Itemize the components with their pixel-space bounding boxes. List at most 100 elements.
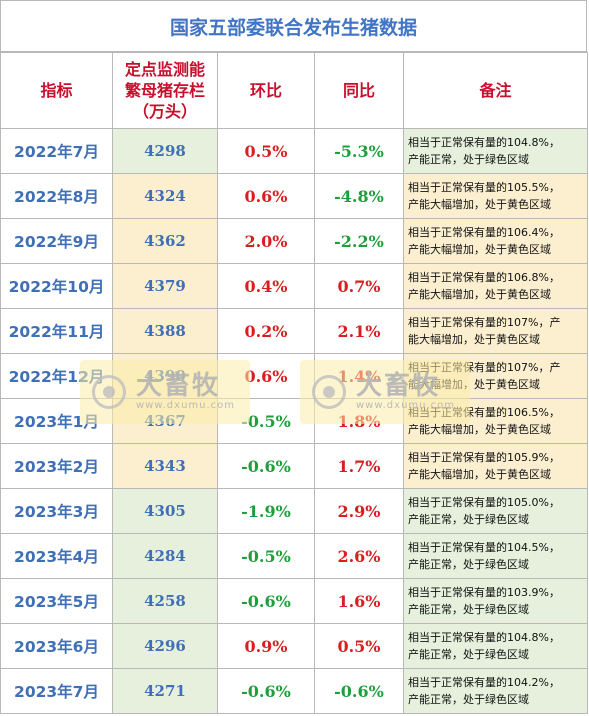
yoy-cell: 0.5% [314, 623, 404, 669]
sow-stock-cell: 4343 [112, 443, 218, 489]
month-cell: 2022年12月 [0, 353, 113, 399]
note-line: 产能大幅增加，处于黄色区域 [408, 288, 551, 301]
note-line: 产能大幅增加，处于黄色区域 [408, 468, 551, 481]
note-cell: 相当于正常保有量的104.8%， 产能正常，处于绿色区域 [403, 623, 588, 669]
mom-cell: 0.6% [217, 173, 315, 219]
sow-stock-cell: 4284 [112, 533, 218, 579]
header-indicator: 指标 [0, 52, 113, 129]
note-line: 相当于正常保有量的105.9%， [408, 451, 560, 464]
yoy-cell: -4.8% [314, 173, 404, 219]
sow-stock-cell: 4258 [112, 578, 218, 624]
yoy-cell: -2.2% [314, 218, 404, 264]
table-row: 2023年2月 4343 -0.6% 1.7% 相当于正常保有量的105.9%， 产能大幅… [0, 443, 588, 489]
mom-cell: 0.9% [217, 623, 315, 669]
note-line: 产能大幅增加，处于黄色区域 [408, 198, 551, 211]
table-row: 2023年5月 4258 -0.6% 1.6% 相当于正常保有量的103.9%， 产能正常… [0, 578, 588, 624]
header-sow-stock-line-3: （万头） [132, 102, 197, 121]
yoy-cell: -0.6% [314, 668, 404, 714]
note-line: 相当于正常保有量的106.5%， [408, 406, 560, 419]
note-cell: 相当于正常保有量的104.8%， 产能正常，处于绿色区域 [403, 128, 588, 174]
note-line: 相当于正常保有量的105.0%， [408, 496, 560, 509]
header-row: 指标 定点监测能 繁母猪存栏 （万头） 环比 同比 备注 [0, 52, 588, 129]
note-cell: 相当于正常保有量的106.5%， 产能大幅增加，处于黄色区域 [403, 398, 588, 444]
table-row: 2022年9月 4362 2.0% -2.2% 相当于正常保有量的106.4%， 产能大幅… [0, 218, 588, 264]
yoy-cell: -5.3% [314, 128, 404, 174]
header-mom: 环比 [217, 52, 315, 129]
sow-stock-cell: 4379 [112, 263, 218, 309]
table-row: 2023年3月 4305 -1.9% 2.9% 相当于正常保有量的105.0%， 产能正常… [0, 488, 588, 534]
sow-stock-cell: 4296 [112, 623, 218, 669]
table-row: 2022年12月 4390 0.6% 1.4% 相当于正常保有量的107%，产 能大幅增加… [0, 353, 588, 399]
note-line: 相当于正常保有量的107%，产 [408, 361, 561, 374]
month-cell: 2023年5月 [0, 578, 113, 624]
note-line: 产能大幅增加，处于黄色区域 [408, 243, 551, 256]
header-yoy: 同比 [314, 52, 404, 129]
note-line: 产能正常，处于绿色区域 [408, 603, 529, 616]
note-line: 产能大幅增加，处于黄色区域 [408, 423, 551, 436]
mom-cell: 0.4% [217, 263, 315, 309]
sow-stock-cell: 4298 [112, 128, 218, 174]
header-note: 备注 [403, 52, 588, 129]
note-cell: 相当于正常保有量的105.5%， 产能大幅增加，处于黄色区域 [403, 173, 588, 219]
hog-data-table: 指标 定点监测能 繁母猪存栏 （万头） 环比 同比 备注 2022年7月 4298… [0, 52, 588, 714]
table-row: 2023年7月 4271 -0.6% -0.6% 相当于正常保有量的104.2%， 产能正… [0, 668, 588, 714]
note-line: 相当于正常保有量的107%，产 [408, 316, 561, 329]
month-cell: 2023年1月 [0, 398, 113, 444]
note-cell: 相当于正常保有量的105.9%， 产能大幅增加，处于黄色区域 [403, 443, 588, 489]
note-line: 相当于正常保有量的104.8%， [408, 136, 560, 149]
note-line: 相当于正常保有量的104.2%， [408, 676, 560, 689]
note-line: 能大幅增加，处于黄色区域 [408, 378, 540, 391]
table-row: 2022年7月 4298 0.5% -5.3% 相当于正常保有量的104.8%， 产能正常… [0, 128, 588, 174]
sow-stock-cell: 4362 [112, 218, 218, 264]
yoy-cell: 0.7% [314, 263, 404, 309]
note-line: 产能正常，处于绿色区域 [408, 648, 529, 661]
note-cell: 相当于正常保有量的106.8%， 产能大幅增加，处于黄色区域 [403, 263, 588, 309]
note-cell: 相当于正常保有量的103.9%， 产能正常，处于绿色区域 [403, 578, 588, 624]
header-sow-stock: 定点监测能 繁母猪存栏 （万头） [112, 52, 218, 129]
note-cell: 相当于正常保有量的105.0%， 产能正常，处于绿色区域 [403, 488, 588, 534]
note-cell: 相当于正常保有量的106.4%， 产能大幅增加，处于黄色区域 [403, 218, 588, 264]
yoy-cell: 1.4% [314, 353, 404, 399]
month-cell: 2022年7月 [0, 128, 113, 174]
sow-stock-cell: 4271 [112, 668, 218, 714]
note-line: 相当于正常保有量的106.8%， [408, 271, 560, 284]
mom-cell: 0.6% [217, 353, 315, 399]
note-line: 相当于正常保有量的104.5%， [408, 541, 560, 554]
mom-cell: -0.6% [217, 578, 315, 624]
note-cell: 相当于正常保有量的104.5%， 产能正常，处于绿色区域 [403, 533, 588, 579]
month-cell: 2023年6月 [0, 623, 113, 669]
month-cell: 2023年4月 [0, 533, 113, 579]
month-cell: 2023年7月 [0, 668, 113, 714]
month-cell: 2022年11月 [0, 308, 113, 354]
sow-stock-cell: 4388 [112, 308, 218, 354]
header-sow-stock-line-2: 繁母猪存栏 [124, 81, 205, 100]
mom-cell: -0.6% [217, 443, 315, 489]
yoy-cell: 1.7% [314, 443, 404, 489]
yoy-cell: 2.6% [314, 533, 404, 579]
mom-cell: 2.0% [217, 218, 315, 264]
mom-cell: 0.2% [217, 308, 315, 354]
sow-stock-cell: 4324 [112, 173, 218, 219]
sow-stock-cell: 4390 [112, 353, 218, 399]
month-cell: 2023年2月 [0, 443, 113, 489]
month-cell: 2023年3月 [0, 488, 113, 534]
month-cell: 2022年8月 [0, 173, 113, 219]
note-line: 相当于正常保有量的103.9%， [408, 586, 560, 599]
note-cell: 相当于正常保有量的107%，产 能大幅增加，处于黄色区域 [403, 353, 588, 399]
note-line: 产能正常，处于绿色区域 [408, 693, 529, 706]
table-row: 2023年1月 4367 -0.5% 1.8% 相当于正常保有量的106.5%， 产能大幅… [0, 398, 588, 444]
note-line: 相当于正常保有量的106.4%， [408, 226, 560, 239]
month-cell: 2022年9月 [0, 218, 113, 264]
table-row: 2022年11月 4388 0.2% 2.1% 相当于正常保有量的107%，产 能大幅增加… [0, 308, 588, 354]
yoy-cell: 1.6% [314, 578, 404, 624]
mom-cell: -0.5% [217, 533, 315, 579]
note-line: 产能正常，处于绿色区域 [408, 558, 529, 571]
yoy-cell: 2.9% [314, 488, 404, 534]
mom-cell: -1.9% [217, 488, 315, 534]
mom-cell: 0.5% [217, 128, 315, 174]
sow-stock-cell: 4305 [112, 488, 218, 534]
table-body: 2022年7月 4298 0.5% -5.3% 相当于正常保有量的104.8%， 产能正常… [0, 128, 588, 714]
page-title: 国家五部委联合发布生猪数据 [0, 0, 587, 52]
sow-stock-cell: 4367 [112, 398, 218, 444]
